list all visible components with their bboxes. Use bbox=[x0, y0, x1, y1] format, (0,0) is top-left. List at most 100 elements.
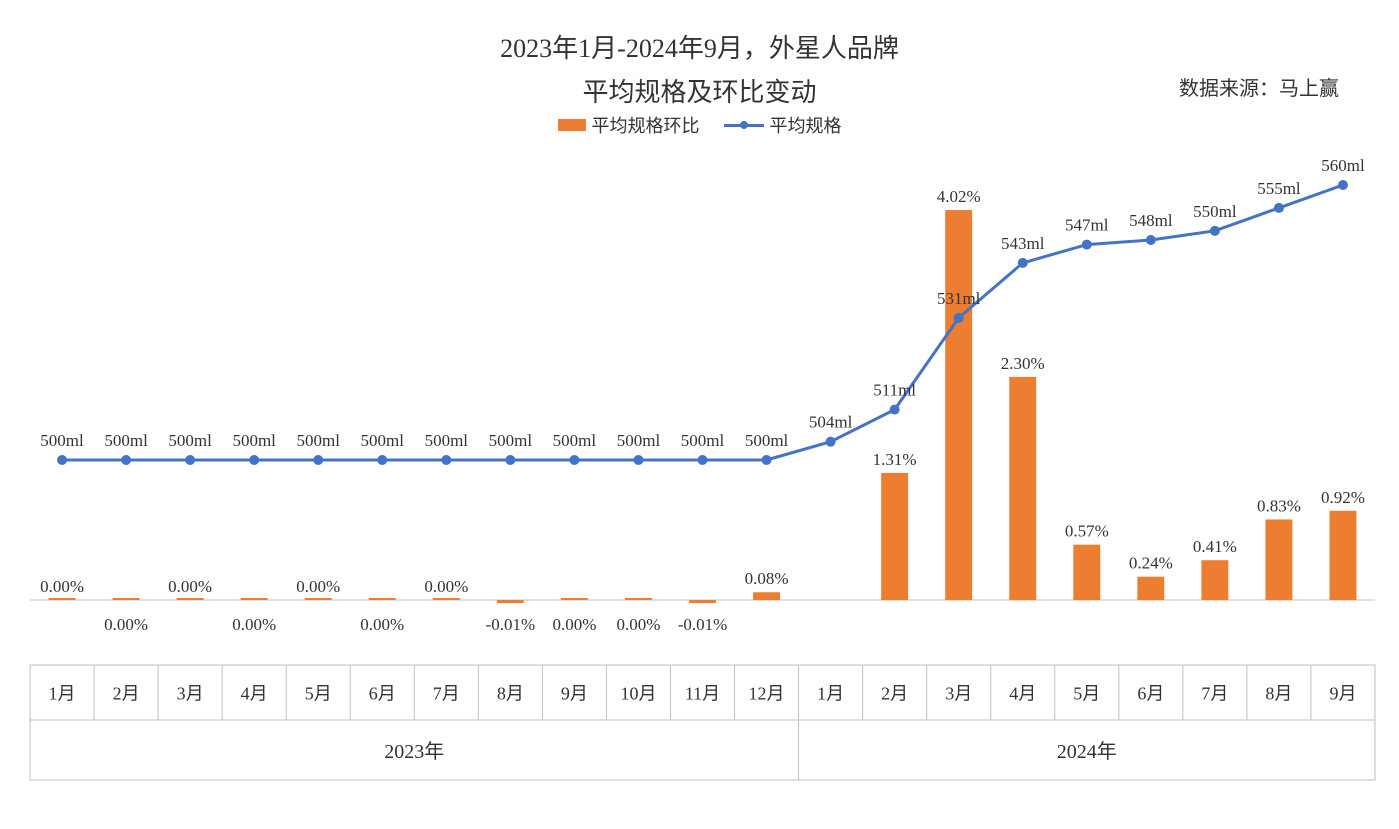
bar-value-label: 0.00% bbox=[104, 615, 148, 634]
line-marker bbox=[505, 455, 515, 465]
line-value-label: 500ml bbox=[296, 431, 340, 450]
x-axis-month-label: 3月 bbox=[945, 684, 972, 704]
x-axis-month-label: 7月 bbox=[1201, 684, 1228, 704]
line-value-label: 500ml bbox=[681, 431, 725, 450]
x-axis-month-label: 11月 bbox=[685, 684, 720, 704]
bar-value-label: 0.00% bbox=[40, 577, 84, 596]
bar bbox=[1330, 511, 1357, 600]
x-axis-year-label: 2024年 bbox=[1057, 740, 1117, 763]
bar-value-label: -0.01% bbox=[678, 615, 728, 634]
bar-value-label: 0.08% bbox=[745, 569, 789, 588]
line-marker bbox=[377, 455, 387, 465]
x-axis-month-label: 2月 bbox=[881, 684, 908, 704]
bar-value-label: -0.01% bbox=[486, 615, 536, 634]
x-axis-month-label: 8月 bbox=[497, 684, 524, 704]
x-axis-month-label: 9月 bbox=[561, 684, 588, 704]
x-axis-month-label: 8月 bbox=[1265, 684, 1292, 704]
bar bbox=[561, 598, 588, 600]
bar bbox=[1137, 577, 1164, 600]
bar bbox=[177, 598, 204, 600]
line-marker bbox=[1018, 258, 1028, 268]
line-value-label: 500ml bbox=[553, 431, 597, 450]
bar bbox=[369, 598, 396, 600]
x-axis-month-label: 1月 bbox=[817, 684, 844, 704]
line-marker bbox=[762, 455, 772, 465]
x-axis-month-label: 6月 bbox=[369, 684, 396, 704]
line-marker bbox=[441, 455, 451, 465]
bar bbox=[1073, 545, 1100, 600]
line-marker bbox=[185, 455, 195, 465]
line-value-label: 555ml bbox=[1257, 179, 1301, 198]
line-value-label: 500ml bbox=[361, 431, 405, 450]
bar bbox=[49, 598, 76, 600]
bar-value-label: 0.00% bbox=[360, 615, 404, 634]
bar bbox=[113, 598, 140, 600]
x-axis-month-label: 12月 bbox=[749, 684, 785, 704]
line-value-label: 504ml bbox=[809, 413, 853, 432]
line-value-label: 500ml bbox=[425, 431, 469, 450]
line-marker bbox=[1210, 226, 1220, 236]
bar bbox=[1265, 519, 1292, 600]
x-axis-month-label: 4月 bbox=[241, 684, 268, 704]
bar bbox=[241, 598, 268, 600]
bar-value-label: 0.00% bbox=[296, 577, 340, 596]
bar bbox=[689, 600, 716, 603]
line-marker bbox=[890, 405, 900, 415]
x-axis-month-label: 4月 bbox=[1009, 684, 1036, 704]
line-marker bbox=[121, 455, 131, 465]
line-value-label: 500ml bbox=[489, 431, 533, 450]
line-marker bbox=[313, 455, 323, 465]
line-value-label: 548ml bbox=[1129, 211, 1173, 230]
line-value-label: 547ml bbox=[1065, 216, 1109, 235]
line-marker bbox=[1338, 180, 1348, 190]
line-marker bbox=[249, 455, 259, 465]
line-marker bbox=[698, 455, 708, 465]
bar-value-label: 0.00% bbox=[232, 615, 276, 634]
line-marker bbox=[633, 455, 643, 465]
line-value-label: 500ml bbox=[104, 431, 148, 450]
bar-value-label: 0.41% bbox=[1193, 537, 1237, 556]
line-marker bbox=[1082, 240, 1092, 250]
bar bbox=[753, 592, 780, 600]
bar-value-label: 0.00% bbox=[424, 577, 468, 596]
x-axis-month-label: 7月 bbox=[433, 684, 460, 704]
x-axis-month-label: 10月 bbox=[620, 684, 656, 704]
line-value-label: 500ml bbox=[232, 431, 276, 450]
line-marker bbox=[57, 455, 67, 465]
bar-value-label: 0.00% bbox=[616, 615, 660, 634]
x-axis-month-label: 2月 bbox=[113, 684, 140, 704]
x-axis-month-label: 5月 bbox=[1073, 684, 1100, 704]
x-axis-month-label: 1月 bbox=[49, 684, 76, 704]
chart-container: 2023年1月-2024年9月，外星人品牌 平均规格及环比变动 数据来源：马上赢… bbox=[0, 0, 1399, 829]
line-marker bbox=[1146, 235, 1156, 245]
bar bbox=[433, 598, 460, 600]
line-marker bbox=[1274, 203, 1284, 213]
bar-value-label: 1.31% bbox=[873, 450, 917, 469]
x-axis-year-label: 2023年 bbox=[384, 740, 444, 763]
chart-svg: 0.00% 0.00% 0.00% 0.00% 0.00% 0.00% 0.00% -0.01… bbox=[0, 0, 1399, 829]
bar-value-label: 0.83% bbox=[1257, 496, 1301, 515]
bar bbox=[305, 598, 332, 600]
line-marker bbox=[954, 313, 964, 323]
line-value-label: 531ml bbox=[937, 289, 981, 308]
line-value-label: 500ml bbox=[745, 431, 789, 450]
line-value-label: 500ml bbox=[617, 431, 661, 450]
line-value-label: 560ml bbox=[1321, 156, 1365, 175]
bar bbox=[1201, 560, 1228, 600]
line-value-label: 511ml bbox=[873, 381, 916, 400]
x-axis-month-label: 6月 bbox=[1137, 684, 1164, 704]
bar bbox=[625, 598, 652, 600]
bar-value-label: 0.00% bbox=[168, 577, 212, 596]
line-value-label: 500ml bbox=[40, 431, 84, 450]
bar bbox=[497, 600, 524, 603]
bar bbox=[881, 473, 908, 600]
x-axis-month-label: 3月 bbox=[177, 684, 204, 704]
x-axis-month-label: 5月 bbox=[305, 684, 332, 704]
bar bbox=[945, 210, 972, 600]
bar-value-label: 2.30% bbox=[1001, 354, 1045, 373]
line-marker bbox=[826, 437, 836, 447]
bar-value-label: 4.02% bbox=[937, 187, 981, 206]
x-axis-month-label: 9月 bbox=[1329, 684, 1356, 704]
x-axis-box bbox=[30, 665, 1375, 780]
bar-value-label: 0.24% bbox=[1129, 554, 1173, 573]
